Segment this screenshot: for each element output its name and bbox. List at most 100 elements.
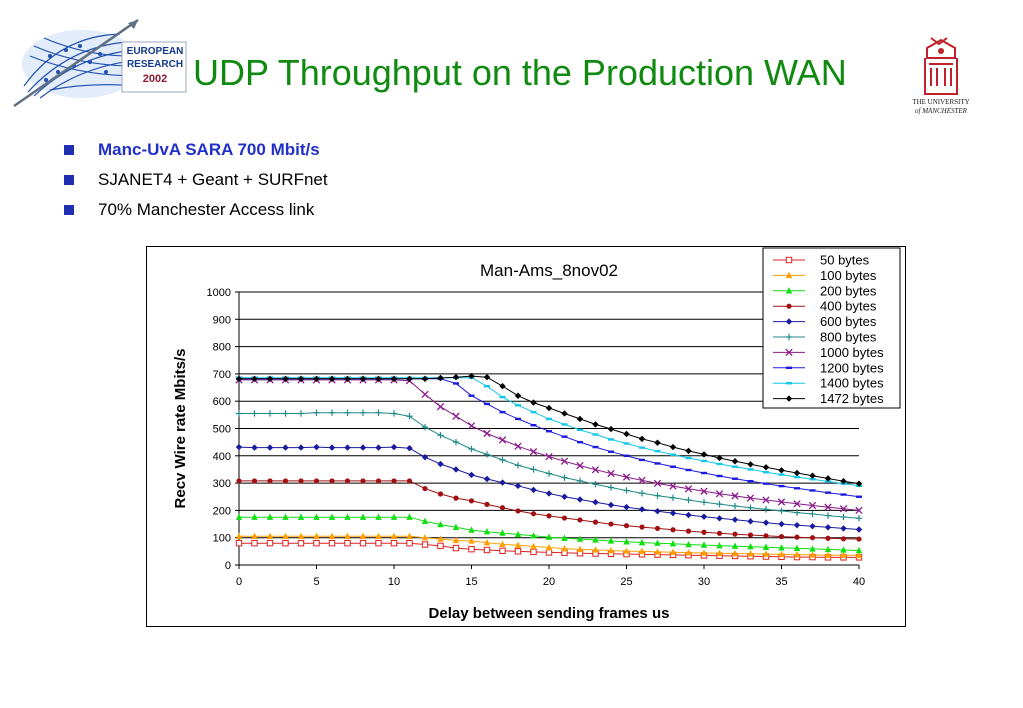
data-point: [576, 496, 584, 503]
data-point: [561, 474, 568, 481]
data-point: [762, 543, 770, 550]
x-tick-label: 10: [388, 576, 400, 588]
data-point: [809, 523, 816, 530]
y-tick-label: 100: [213, 533, 231, 545]
data-point: [390, 539, 398, 547]
data-point: [778, 534, 785, 540]
data-point: [607, 501, 615, 509]
data-point: [297, 375, 305, 383]
data-point: [794, 475, 800, 479]
data-point: [391, 478, 397, 484]
data-point: [638, 506, 646, 513]
data-point: [746, 494, 755, 502]
data-point: [437, 432, 444, 439]
data-point: [468, 498, 475, 504]
data-point: [499, 410, 506, 414]
bullet-square-icon: [64, 175, 74, 185]
data-point: [390, 532, 398, 540]
data-point: [483, 373, 491, 381]
data-point: [684, 485, 693, 493]
y-tick-label: 0: [225, 560, 231, 572]
data-point: [670, 527, 676, 533]
data-point: [778, 484, 785, 488]
data-point: [499, 540, 506, 547]
data-point: [359, 532, 367, 540]
data-point: [515, 417, 521, 421]
data-point: [530, 486, 537, 494]
data-point: [452, 466, 460, 473]
data-point: [716, 500, 723, 508]
data-point: [786, 382, 792, 385]
data-point: [731, 458, 739, 465]
data-point: [483, 475, 491, 483]
bullet-item: 70% Manchester Access link: [64, 200, 328, 230]
data-point: [747, 479, 754, 483]
data-point: [313, 478, 320, 484]
data-point: [716, 515, 723, 522]
x-tick-label: 15: [465, 576, 477, 588]
data-point: [422, 485, 428, 492]
data-point: [701, 529, 707, 535]
y-tick-label: 200: [213, 505, 231, 517]
data-point: [251, 410, 258, 417]
data-point: [344, 444, 351, 451]
data-point: [654, 462, 661, 465]
data-point: [452, 412, 460, 420]
data-point: [793, 521, 801, 529]
data-point: [824, 524, 832, 531]
data-point: [421, 453, 429, 461]
data-point: [297, 410, 305, 417]
data-point: [840, 546, 847, 553]
data-point: [344, 513, 351, 520]
data-point: [498, 436, 507, 444]
data-point: [437, 491, 444, 497]
data-point: [437, 535, 444, 542]
series-1000-bytes: [235, 376, 863, 515]
data-point: [282, 444, 289, 451]
bullet-square-icon: [64, 145, 74, 155]
data-point: [731, 516, 739, 523]
data-point: [685, 549, 692, 556]
data-point: [421, 375, 429, 383]
data-point: [499, 382, 506, 390]
data-point: [785, 287, 793, 294]
european-research-logo: EUROPEAN RESEARCH 2002: [10, 16, 188, 108]
data-point: [669, 482, 677, 490]
university-line-1: THE UNIVERSITY: [912, 98, 970, 106]
data-point: [406, 532, 413, 540]
data-point: [715, 490, 724, 498]
data-point: [561, 410, 568, 417]
data-point: [515, 404, 521, 407]
data-point: [732, 531, 738, 537]
data-point: [809, 535, 816, 541]
data-point: [576, 477, 584, 485]
data-point: [638, 476, 646, 485]
data-point: [546, 513, 552, 519]
data-point: [344, 539, 351, 547]
data-point: [483, 538, 491, 546]
data-point: [266, 444, 274, 451]
y-axis-label: Recv Wire rate Mbits/s: [172, 349, 189, 509]
data-point: [545, 404, 553, 412]
data-point: [406, 513, 413, 520]
data-point: [824, 475, 832, 482]
data-point: [824, 551, 832, 558]
data-point: [297, 539, 305, 547]
data-point: [809, 510, 816, 518]
data-point: [545, 490, 553, 497]
x-tick-label: 25: [620, 576, 632, 588]
data-point: [607, 425, 615, 433]
bullet-text: SJANET4 + Geant + SURFnet: [98, 170, 328, 189]
data-point: [453, 495, 459, 501]
data-point: [483, 451, 491, 458]
data-point: [266, 410, 274, 417]
data-point: [468, 545, 475, 553]
data-point: [359, 539, 367, 547]
data-point: [530, 466, 537, 473]
data-point: [716, 474, 723, 478]
data-point: [406, 375, 413, 383]
data-point: [654, 492, 661, 499]
data-point: [576, 545, 584, 553]
data-point: [623, 442, 630, 445]
data-point: [785, 318, 793, 325]
